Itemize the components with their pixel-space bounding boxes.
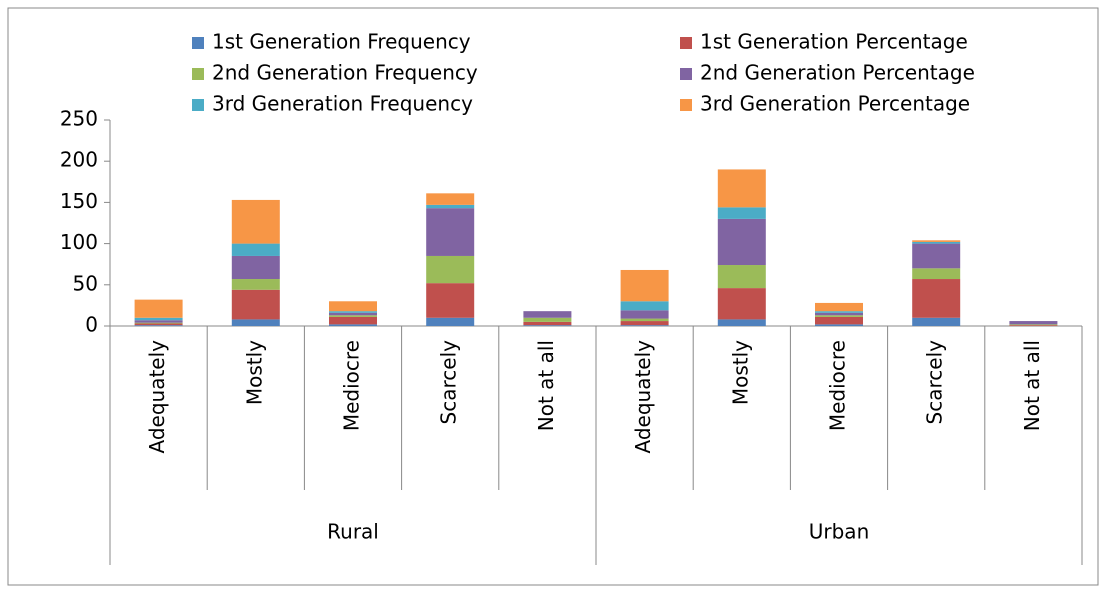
y-tick-label: 0	[85, 313, 98, 337]
bar-segment	[717, 265, 766, 289]
bar-segment	[912, 279, 961, 318]
bar-segment	[231, 319, 280, 326]
bar-segment	[523, 317, 572, 322]
bar-segment	[717, 319, 766, 326]
legend-label: 1st Generation Frequency	[212, 30, 471, 54]
bar-segment	[231, 289, 280, 320]
bar-segment	[815, 316, 863, 325]
bar-segment	[134, 322, 183, 324]
bar-segment	[426, 317, 475, 326]
bar-segment	[426, 255, 475, 284]
bar-segment	[231, 279, 280, 290]
bar-segment	[426, 283, 475, 318]
bar-segment	[912, 317, 961, 326]
group-label: Urban	[809, 520, 870, 544]
legend-label: 3rd Generation Percentage	[700, 92, 970, 116]
bar-segment	[426, 208, 475, 256]
legend-label: 3rd Generation Frequency	[212, 92, 473, 116]
bar-segment	[134, 320, 183, 323]
bar-segment	[426, 204, 475, 209]
legend-swatch	[680, 99, 692, 111]
bar-segment	[329, 316, 377, 325]
legend-swatch	[680, 68, 692, 80]
legend-label: 2nd Generation Frequency	[212, 61, 478, 85]
bar-segment	[717, 207, 766, 219]
x-tick-label: Not at all	[534, 340, 558, 431]
bar-segment	[329, 315, 377, 317]
x-tick-label: Mediocre	[340, 340, 364, 431]
bar-segment	[134, 323, 183, 326]
group-label: Rural	[327, 520, 379, 544]
bar-segment	[231, 255, 280, 280]
x-tick-label: Scarcely	[437, 340, 461, 425]
x-tick-label: Scarcely	[923, 340, 947, 425]
y-tick-label: 200	[60, 148, 98, 172]
bar-segment	[912, 240, 961, 242]
legend-label: 1st Generation Percentage	[700, 30, 968, 54]
y-tick-label: 150	[60, 189, 98, 213]
bar-segment	[1009, 321, 1058, 325]
bar-segment	[815, 312, 863, 316]
bar-segment	[620, 301, 669, 311]
bar-segment	[620, 269, 669, 302]
bar-segment	[1009, 324, 1058, 326]
x-tick-label: Mediocre	[826, 340, 850, 431]
bar-segment	[523, 311, 572, 318]
x-tick-label: Mostly	[242, 340, 266, 405]
bar-segment	[329, 312, 377, 316]
bar-segment	[329, 301, 377, 312]
chart-frame	[7, 7, 1099, 586]
bar-segment	[134, 317, 183, 321]
bar-segment	[815, 315, 863, 317]
x-tick-label: Adequately	[145, 340, 169, 454]
bar-segment	[620, 318, 669, 322]
y-tick-label: 250	[60, 107, 98, 131]
bar-segment	[620, 321, 669, 326]
legend-swatch	[192, 37, 204, 49]
bar-segment	[231, 243, 280, 256]
legend-swatch	[192, 68, 204, 80]
bar-segment	[815, 324, 863, 326]
bar-segment	[815, 311, 863, 313]
x-tick-label: Not at all	[1020, 340, 1044, 431]
y-tick-label: 100	[60, 230, 98, 254]
bar-segment	[620, 310, 669, 319]
bar-segment	[912, 243, 961, 269]
bar-segment	[329, 324, 377, 326]
x-tick-label: Adequately	[631, 340, 655, 454]
bar-segment	[815, 302, 863, 312]
bar-segment	[912, 268, 961, 280]
bar-segment	[717, 218, 766, 266]
bar-segment	[134, 299, 183, 318]
bar-segment	[329, 311, 377, 313]
bar-segment	[1009, 325, 1058, 326]
legend-label: 2nd Generation Percentage	[700, 61, 975, 85]
legend-swatch	[192, 99, 204, 111]
bar-segment	[231, 199, 280, 244]
bar-segment	[717, 169, 766, 208]
bar-segment	[717, 288, 766, 320]
y-tick-label: 50	[73, 271, 98, 295]
legend-swatch	[680, 37, 692, 49]
bar-segment	[620, 325, 669, 326]
bar-segment	[134, 325, 183, 326]
bar-segment	[523, 325, 572, 326]
bar-segment	[912, 241, 961, 244]
x-tick-label: Mostly	[728, 340, 752, 405]
bar-segment	[426, 193, 475, 205]
bar-segment	[523, 321, 572, 326]
